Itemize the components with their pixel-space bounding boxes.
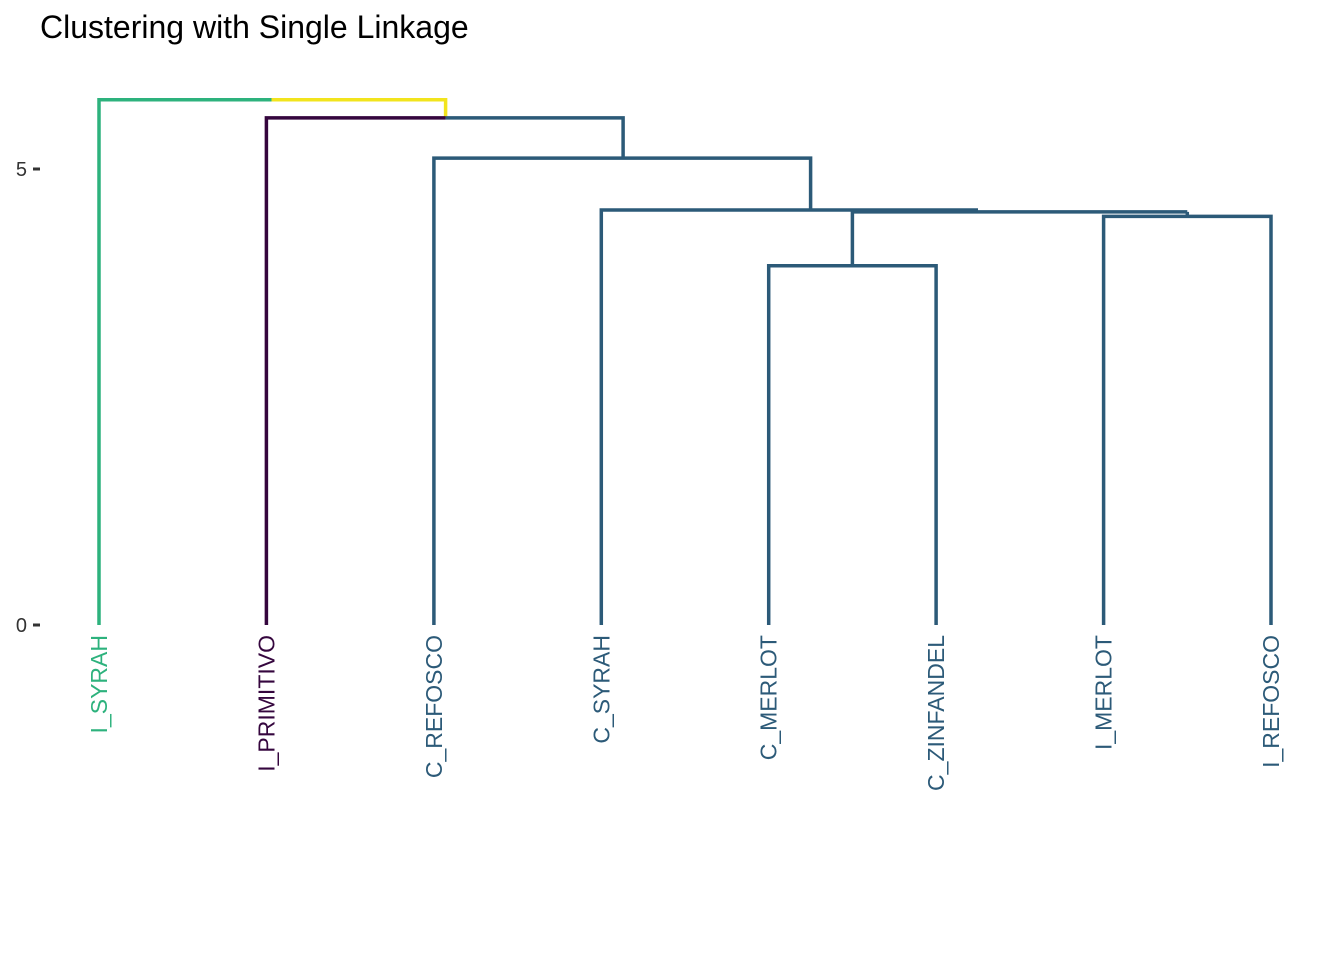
leaf-label: C_REFOSCO	[421, 635, 447, 778]
leaf-label: I_PRIMITIVO	[253, 635, 279, 772]
leaf-label: C_SYRAH	[588, 635, 614, 744]
dendrogram-branch	[1101, 214, 1273, 625]
y-tick-label: 0	[16, 615, 27, 637]
leaf-label: C_ZINFANDEL	[923, 635, 949, 791]
dendrogram-branch	[264, 116, 446, 625]
dendrogram-branch	[850, 210, 1188, 266]
chart-title: Clustering with Single Linkage	[40, 9, 469, 45]
dendrogram-branch	[599, 208, 978, 625]
leaf-label: I_SYRAH	[86, 635, 112, 733]
dendrogram-branch	[766, 263, 938, 625]
y-tick-label: 5	[16, 159, 27, 181]
dendrogram-branches	[97, 97, 1273, 625]
leaf-label: I_REFOSCO	[1258, 635, 1284, 768]
dendrogram-branch	[445, 116, 625, 159]
dendrogram-branch	[271, 97, 448, 118]
dendrogram-branch	[97, 97, 272, 625]
dendrogram-branch	[432, 156, 813, 625]
leaf-label: C_MERLOT	[756, 635, 782, 760]
y-axis: 05	[16, 159, 40, 637]
leaf-label: I_MERLOT	[1091, 635, 1117, 750]
leaf-labels: I_SYRAH I_PRIMITIVO C_REFOSCO C_SYRAH C_MERL…	[86, 635, 1284, 791]
